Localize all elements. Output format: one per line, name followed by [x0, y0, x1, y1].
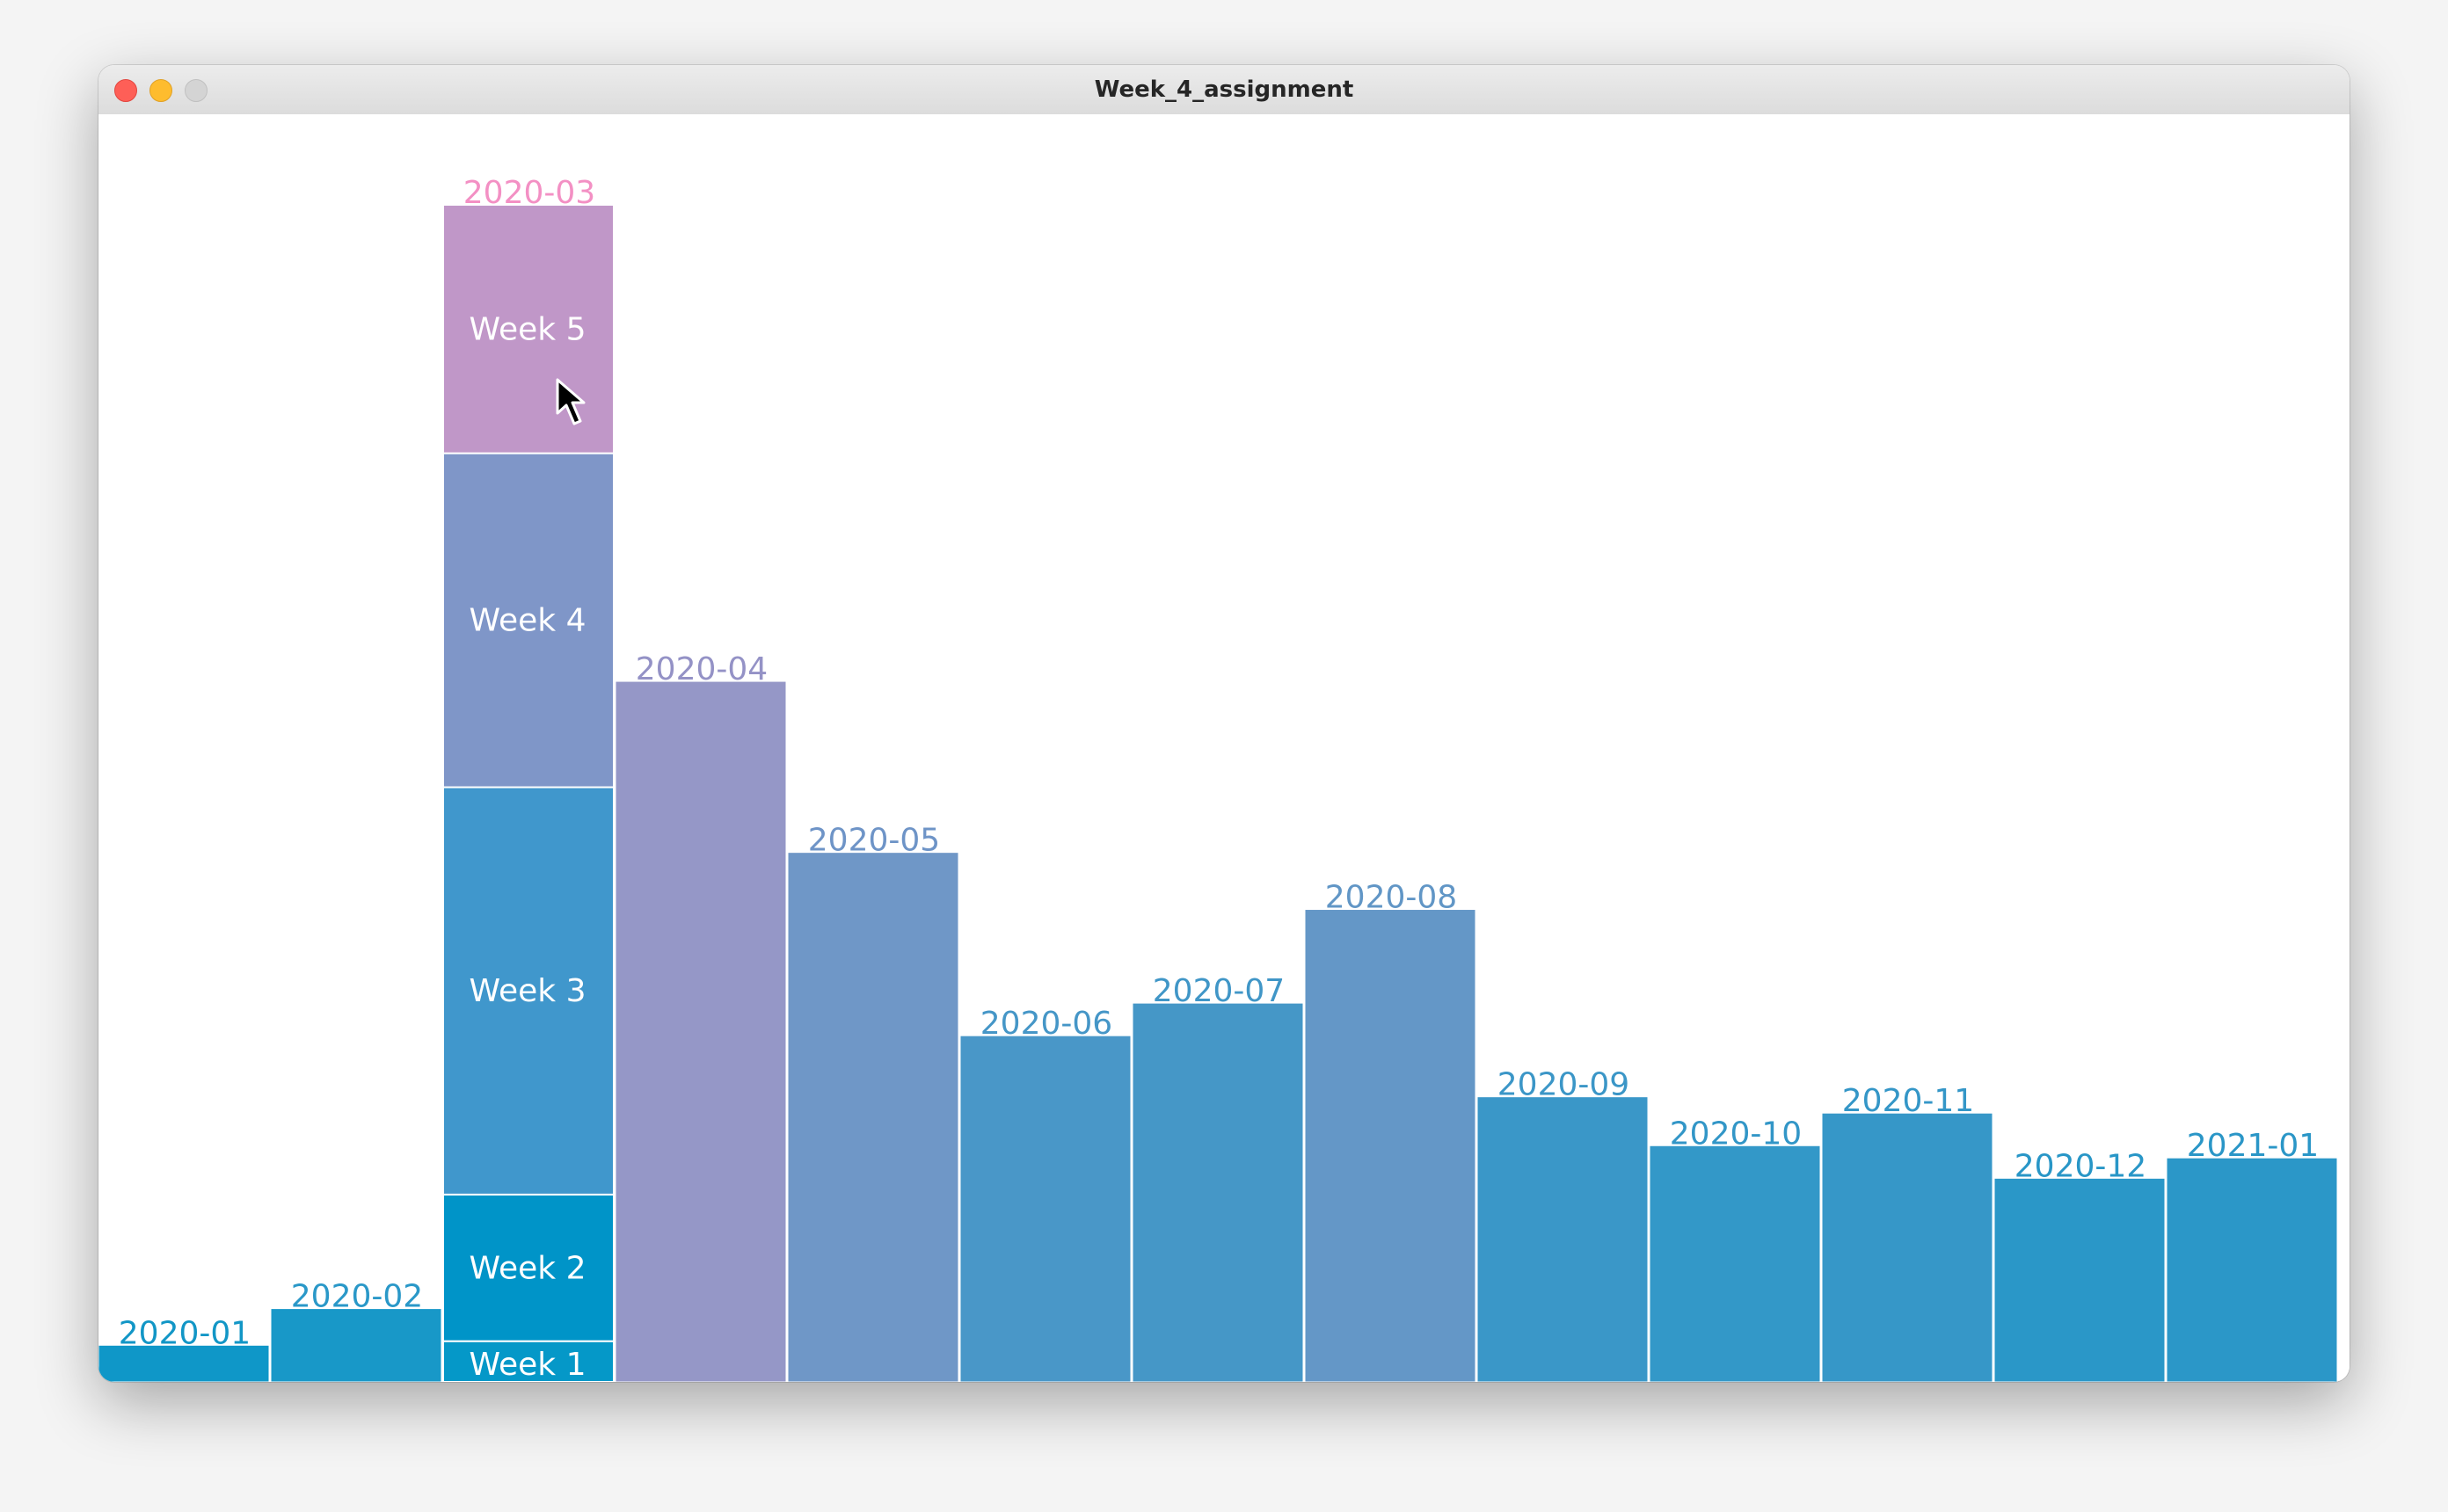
- zoom-window-button[interactable]: [185, 79, 208, 102]
- bar-label-2020-01: 2020-01: [119, 1315, 251, 1351]
- mouse-pointer-icon: [556, 378, 586, 425]
- bar-2020-12: [1993, 1177, 2166, 1382]
- bar-2020-11: [1821, 1112, 1993, 1382]
- bar-label-2020-10: 2020-10: [1670, 1116, 1802, 1152]
- close-window-button[interactable]: [114, 79, 137, 102]
- bar-segment-5: [442, 203, 615, 454]
- bar-segment-4: [442, 452, 615, 789]
- bar-2020-05: [787, 852, 959, 1382]
- segment-label-3: Week 3: [470, 973, 586, 1009]
- bar-label-2020-11: 2020-11: [1842, 1083, 1974, 1119]
- window-title: Week_4_assignment: [1094, 76, 1354, 103]
- bar-2021-01: [2166, 1157, 2338, 1382]
- segment-label-1: Week 1: [470, 1347, 586, 1382]
- bar-label-2020-07: 2020-07: [1153, 973, 1285, 1009]
- bar-2020-07: [1132, 1002, 1304, 1382]
- title-bar: Week_4_assignment: [98, 65, 2350, 115]
- bar-label-2020-09: 2020-09: [1497, 1067, 1629, 1103]
- bar-segment-3: [442, 786, 615, 1196]
- bar-2020-04: [615, 680, 787, 1382]
- bar-label-2020-03: 2020-03: [463, 175, 595, 211]
- bar-2020-08: [1304, 909, 1476, 1382]
- bar-label-2020-04: 2020-04: [636, 651, 768, 687]
- bar-label-2020-02: 2020-02: [291, 1279, 423, 1315]
- bar-2020-10: [1649, 1145, 1821, 1382]
- app-window: Week_4_assignment 2020-01 2020-02 Week 1 We…: [98, 65, 2350, 1382]
- segment-label-5: Week 5: [470, 311, 586, 347]
- segment-label-2: Week 2: [470, 1250, 586, 1286]
- segment-label-4: Week 4: [470, 603, 586, 639]
- bar-label-2021-01: 2021-01: [2187, 1128, 2319, 1164]
- bar-2020-06: [959, 1035, 1132, 1382]
- bar-segment-1: [442, 1340, 615, 1382]
- bar-label-2020-12: 2020-12: [2014, 1148, 2146, 1184]
- bar-segment-2: [442, 1193, 615, 1342]
- chart-canvas: 2020-01 2020-02 Week 1 Week 2 Week 3 Week 4 We…: [98, 114, 2350, 1382]
- bar-2020-01: [98, 1344, 270, 1382]
- bar-label-2020-06: 2020-06: [980, 1006, 1112, 1042]
- bar-2020-02: [270, 1308, 442, 1382]
- bar-chart: 2020-01 2020-02 Week 1 Week 2 Week 3 Week 4 We…: [98, 175, 2338, 1382]
- minimize-window-button[interactable]: [149, 79, 172, 102]
- bar-label-2020-08: 2020-08: [1325, 880, 1457, 916]
- bar-label-2020-05: 2020-05: [808, 823, 940, 859]
- bar-2020-09: [1476, 1096, 1649, 1382]
